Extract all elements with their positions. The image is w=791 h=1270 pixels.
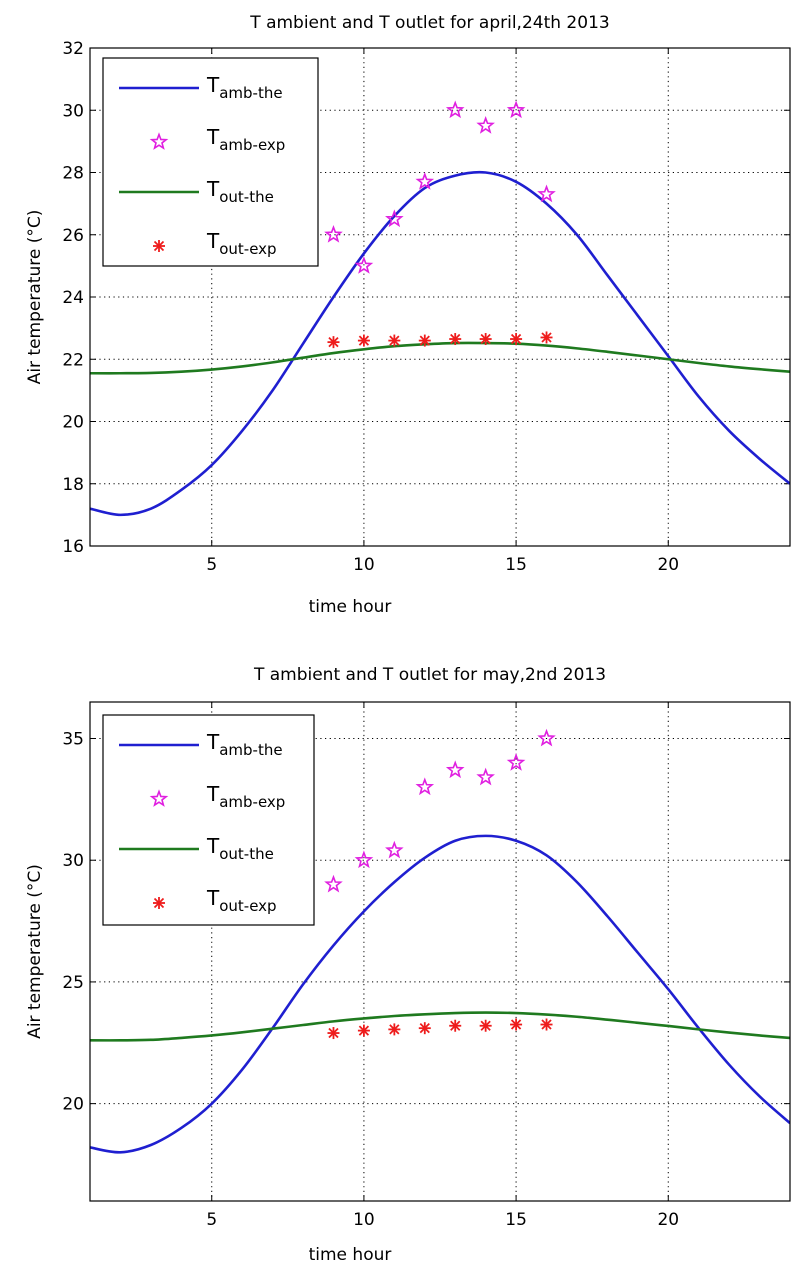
data-point (449, 333, 461, 345)
y-tick-label: 30 (62, 101, 84, 121)
data-point (541, 331, 553, 343)
x-tick-label: 5 (206, 1210, 217, 1230)
legend-label-sub: amb-the (219, 84, 282, 102)
data-point (388, 1023, 400, 1035)
legend-label-main: T (206, 229, 220, 253)
legend-label-main: T (206, 73, 220, 97)
data-point (419, 335, 431, 347)
y-tick-label: 30 (62, 851, 84, 871)
y-tick-label: 22 (62, 350, 84, 370)
x-tick-label: 5 (206, 555, 217, 575)
legend-swatch-marker (153, 897, 165, 909)
chart-panel-1: 5 10 15 20161820222426283032Tamb-theTamb-ex… (25, 13, 790, 617)
legend-label-main: T (206, 125, 220, 149)
y-axis-label: Air temperature (°C) (25, 864, 45, 1039)
x-axis-label: time hour (309, 597, 392, 617)
data-point (510, 333, 522, 345)
y-tick-label: 24 (62, 288, 84, 308)
y-tick-label: 26 (62, 226, 84, 246)
legend-label-main: T (206, 730, 220, 754)
data-point (510, 1019, 522, 1031)
y-tick-label: 32 (62, 39, 84, 59)
data-point (480, 333, 492, 345)
x-axis-label: time hour (309, 1245, 392, 1265)
legend-swatch-marker (153, 240, 165, 252)
data-point (358, 1025, 370, 1037)
data-point (541, 1019, 553, 1031)
legend-label-main: T (206, 782, 220, 806)
legend-label-main: T (206, 886, 220, 910)
legend-label-sub: out-exp (219, 897, 276, 915)
x-tick-label: 10 (353, 1210, 375, 1230)
chart-title: T ambient and T outlet for may,2nd 2013 (253, 665, 606, 685)
legend-label-sub: out-exp (219, 240, 276, 258)
x-tick-label: 15 (505, 1210, 527, 1230)
x-tick-label: 20 (657, 555, 679, 575)
y-axis-label: Air temperature (°C) (25, 210, 45, 385)
legend: Tamb-theTamb-expTout-theTout-exp (103, 715, 314, 925)
legend-label-sub: amb-exp (219, 793, 285, 811)
y-tick-label: 20 (62, 413, 84, 433)
data-point (327, 1027, 339, 1039)
y-tick-label: 35 (62, 730, 84, 750)
x-tick-label: 10 (353, 555, 375, 575)
y-tick-label: 16 (62, 537, 84, 557)
legend-label-main: T (206, 177, 220, 201)
data-point (358, 335, 370, 347)
data-point (480, 1020, 492, 1032)
x-tick-label: 15 (505, 555, 527, 575)
legend-label-main: T (206, 834, 220, 858)
x-tick-label: 20 (657, 1210, 679, 1230)
data-point (327, 336, 339, 348)
y-tick-label: 28 (62, 164, 84, 184)
y-tick-label: 25 (62, 973, 84, 993)
y-tick-label: 20 (62, 1095, 84, 1115)
chart-title: T ambient and T outlet for april,24th 20… (249, 13, 609, 33)
y-tick-label: 18 (62, 475, 84, 495)
legend-label-sub: out-the (219, 188, 274, 206)
legend-label-sub: amb-exp (219, 136, 285, 154)
data-point (419, 1022, 431, 1034)
data-point (388, 335, 400, 347)
data-point (449, 1020, 461, 1032)
legend-label-sub: out-the (219, 845, 274, 863)
legend-label-sub: amb-the (219, 741, 282, 759)
